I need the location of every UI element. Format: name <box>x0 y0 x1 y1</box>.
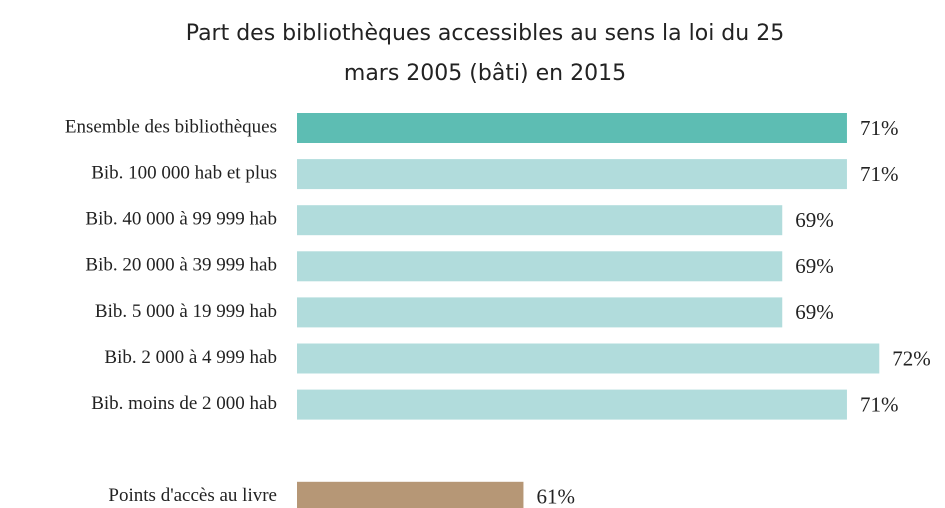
bar <box>297 297 783 328</box>
value-label: 71% <box>860 162 899 186</box>
value-label: 69% <box>795 208 834 232</box>
value-label: 71% <box>860 392 899 416</box>
bar <box>297 159 847 190</box>
value-label: 69% <box>795 300 834 324</box>
category-label: Points d'accès au livre <box>108 485 277 506</box>
bar <box>297 205 783 236</box>
category-label: Ensemble des bibliothèques <box>65 116 277 137</box>
category-label: Bib. 40 000 à 99 999 hab <box>85 209 277 230</box>
category-label: Bib. 100 000 hab et plus <box>91 162 277 183</box>
bar <box>297 113 847 143</box>
category-label: Bib. 2 000 à 4 999 hab <box>104 347 277 368</box>
chart-title: mars 2005 (bâti) en 2015 <box>344 61 626 86</box>
category-label: Bib. 20 000 à 39 999 hab <box>85 255 277 276</box>
value-label: 61% <box>536 485 575 508</box>
bar <box>297 251 783 282</box>
value-label: 69% <box>795 254 834 278</box>
value-label: 71% <box>860 116 899 140</box>
category-label: Bib. moins de 2 000 hab <box>91 393 277 414</box>
chart-title: Part des bibliothèques accessibles au se… <box>186 21 784 46</box>
bar <box>297 481 524 508</box>
bar <box>297 343 880 374</box>
bar <box>297 389 847 420</box>
value-label: 72% <box>892 346 931 370</box>
category-label: Bib. 5 000 à 19 999 hab <box>95 301 277 322</box>
